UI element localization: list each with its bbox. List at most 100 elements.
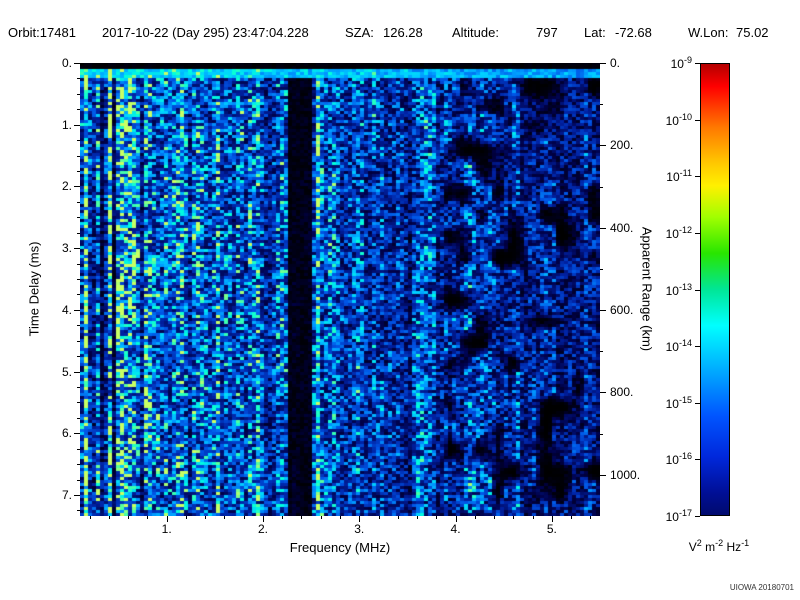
x-minor-tick [89,516,91,519]
y-left-tick [74,186,80,188]
y-left-minor-tick [77,510,80,512]
y-left-minor-tick [77,217,80,219]
y-left-tick-label: 4. [61,302,72,317]
y-left-tick [74,371,80,373]
y-right-tick-label: 200. [610,138,634,153]
y-left-tick [74,433,80,435]
colorbar-tick-label: 10-15 [665,394,692,411]
y-left-tick-label: 7. [61,488,72,503]
x-minor-tick [301,516,303,519]
x-minor-tick [532,516,534,519]
colorbar-tick-label: 10-14 [665,338,692,355]
x-minor-tick [417,516,419,519]
x-minor-tick [397,516,399,519]
colorbar-tick [695,119,700,121]
y-left-minor-tick [77,387,80,388]
colorbar-tick [695,459,700,461]
y-left-tick-label: 5. [61,364,72,379]
header-wlon-value: 75.02 [736,25,769,40]
header-datetime: 2017-10-22 (Day 295) 23:47:04.228 [102,25,309,40]
colorbar-tick [695,516,700,517]
x-major-tick [359,516,361,522]
x-minor-tick [340,516,341,519]
y-left-minor-tick [77,417,80,419]
colorbar-tick [695,289,700,291]
y-left-tick [74,309,80,311]
y-left-minor-tick [77,201,80,203]
y-left-minor-tick [77,340,80,342]
y-left-minor-tick [77,479,80,481]
y-left-tick-label: 6. [61,426,72,441]
x-major-tick [455,516,457,522]
y-left-tick-label: 2. [61,179,72,194]
x-major-tick [262,516,264,522]
x-tick-label: 1. [161,522,172,536]
y-left-minor-tick [77,279,80,280]
y-left-tick [74,124,80,126]
x-minor-tick [185,516,187,519]
x-minor-tick [108,516,110,519]
colorbar-gradient [700,63,730,516]
x-minor-tick [147,516,149,519]
y-right-tick [600,63,606,64]
header-altitude-label: Altitude: [452,25,499,40]
y-left-tick [74,495,80,497]
y-left-tick-label: 0. [61,56,72,70]
y-right-tick-label: 1000. [610,467,641,482]
x-tick-label: 3. [354,522,365,536]
y-left-minor-tick [77,356,80,358]
header-lat-label: Lat: [584,25,606,40]
x-major-tick [166,516,168,522]
colorbar-tick [695,176,700,178]
header-sza-label: SZA: [345,25,374,40]
x-minor-tick [243,516,245,519]
colorbar-tick-label: 10-11 [666,168,692,185]
x-minor-tick [494,516,496,519]
y-left-tick [74,248,80,250]
y-right-tick-label: 600. [610,303,634,318]
colorbar-tick-label: 10-16 [665,451,692,468]
colorbar-unit-label: V2 m-2 Hz-1 [688,538,750,554]
colorbar-tick [695,232,700,234]
y-left-minor-tick [77,263,80,265]
y-right-tick-label: 0. [610,56,621,70]
x-minor-tick [282,516,284,519]
y-left-minor-tick [77,294,80,296]
y-left-minor-tick [77,155,80,157]
spectrogram-plot [80,63,600,516]
y-right-tick-label: 400. [610,220,634,235]
colorbar-tick [695,402,700,404]
y-left-tick-label: 1. [61,117,72,132]
y-right-tick [600,227,606,229]
y-axis-label-left: Time Delay (ms) [26,241,42,337]
x-minor-tick [474,516,476,519]
y-left-minor-tick [77,78,80,80]
colorbar-tick-label: 10-9 [670,55,692,71]
y-right-minor-tick [600,186,603,188]
y-left-minor-tick [77,109,80,111]
x-minor-tick [205,516,207,519]
y-left-minor-tick [77,171,80,172]
y-right-tick [600,392,606,394]
colorbar-tick-label: 10-13 [665,281,692,298]
colorbar-tick-label: 10-12 [665,224,692,241]
credit-text: UIOWA 20180701 [729,583,794,592]
spectrogram-canvas [80,63,600,516]
x-minor-tick [513,516,515,519]
x-minor-tick [224,516,226,519]
y-left-minor-tick [77,140,80,142]
y-right-tick-label: 800. [610,385,634,400]
x-minor-tick [128,516,130,519]
y-right-tick [600,310,606,312]
header-wlon-label: W.Lon: [688,25,729,40]
y-right-minor-tick [600,351,603,353]
y-left-minor-tick [77,232,80,234]
y-right-minor-tick [600,104,603,106]
colorbar-tick [695,63,700,64]
y-right-tick [600,474,606,476]
header-orbit: Orbit:17481 [8,25,76,40]
x-minor-tick [571,516,573,519]
y-left-minor-tick [77,402,80,404]
x-tick-label: 2. [257,522,268,536]
x-tick-label: 5. [546,522,557,536]
